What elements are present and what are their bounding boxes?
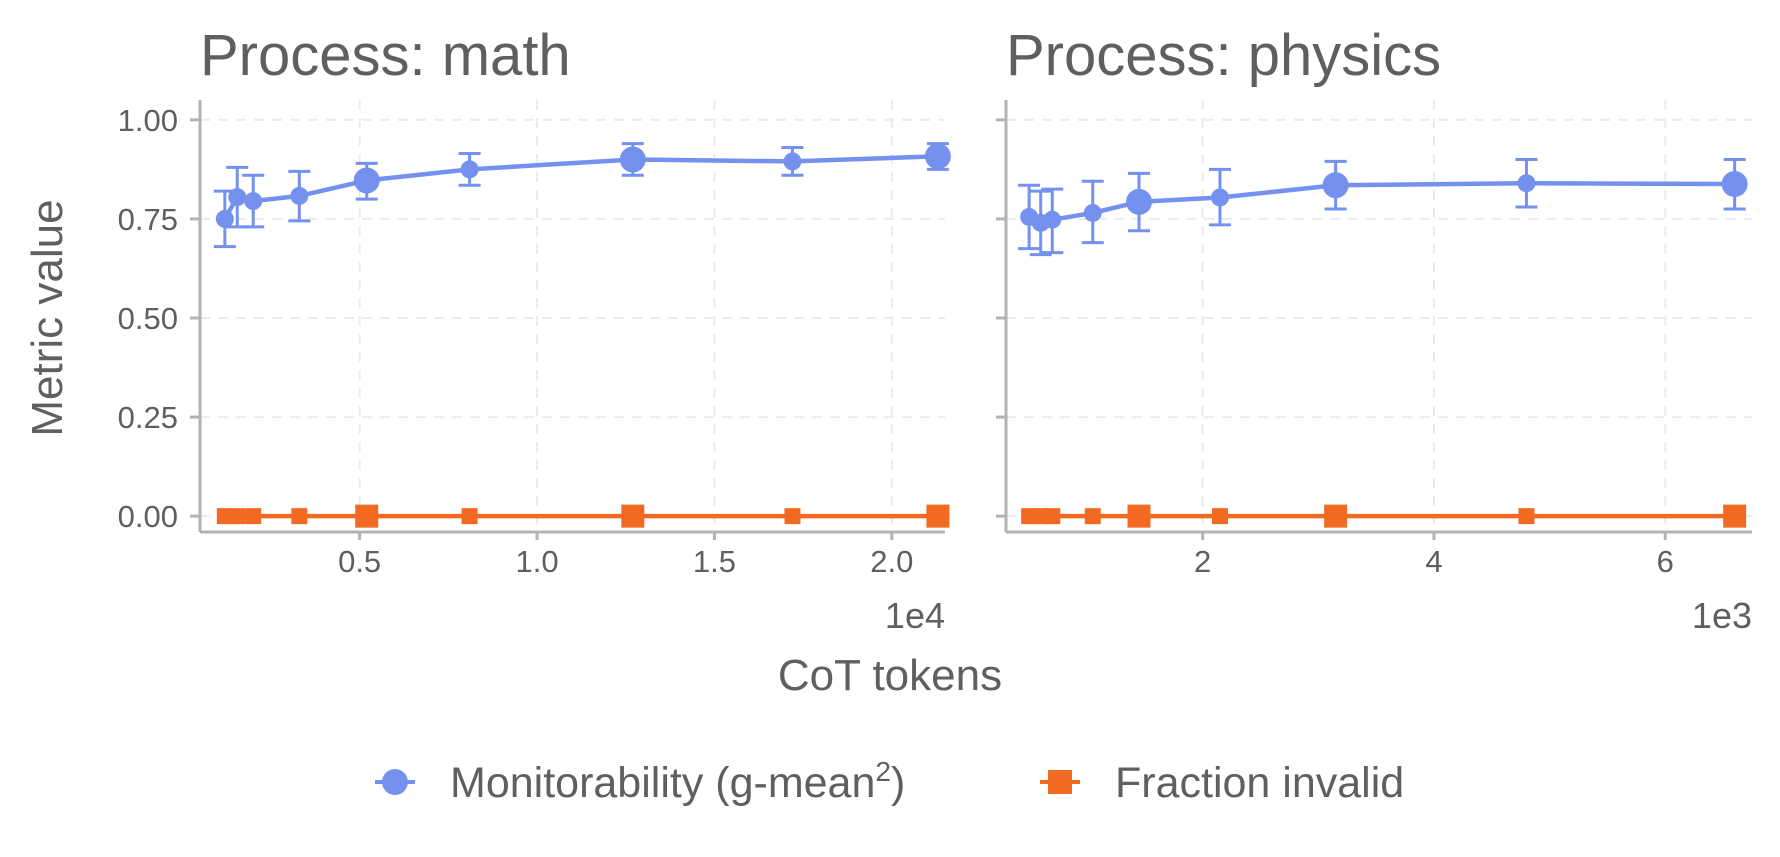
x-tick-label: 2.0	[870, 544, 913, 579]
data-point	[1518, 508, 1535, 525]
data-point	[1043, 210, 1062, 229]
data-point	[1126, 188, 1153, 215]
data-point	[783, 152, 802, 171]
data-point	[784, 508, 801, 525]
y-tick-label: 0.50	[118, 301, 178, 336]
data-point	[924, 143, 951, 170]
data-point	[1084, 508, 1101, 525]
data-point	[216, 508, 233, 525]
y-axis-title: Metric value	[23, 199, 72, 436]
data-point	[228, 188, 247, 207]
data-point	[353, 167, 380, 194]
panel-math: Process: math 0.00 0.25 0.50 0.75 1.00 0.5 1.0 1…	[118, 23, 951, 636]
data-point	[1324, 504, 1348, 528]
data-point	[460, 160, 479, 179]
x-tick-label: 0.5	[338, 544, 381, 579]
x-tick-label: 1.5	[693, 544, 736, 579]
data-point	[1517, 174, 1536, 193]
legend-label-monitorability: Monitorability (g-mean2)	[450, 756, 905, 807]
data-point	[1083, 203, 1102, 222]
x-scale-label: 1e4	[885, 595, 945, 636]
panel-physics: Process: physics 2 4 6 1e3	[996, 23, 1752, 636]
legend: Monitorability (g-mean2) Fraction invali…	[375, 756, 1404, 807]
legend-circle-icon	[382, 769, 408, 795]
data-point	[1044, 508, 1061, 525]
data-point	[290, 186, 309, 205]
y-tick-label: 0.25	[118, 400, 178, 435]
data-point	[215, 209, 234, 228]
data-point	[291, 508, 308, 525]
data-point	[229, 508, 246, 525]
legend-square-icon	[1048, 770, 1072, 794]
x-tick-label: 1.0	[515, 544, 558, 579]
legend-item-monitorability[interactable]: Monitorability (g-mean2)	[375, 756, 905, 807]
series-line	[222, 154, 938, 221]
data-point	[245, 508, 262, 525]
data-point	[1127, 504, 1151, 528]
data-point	[1322, 172, 1349, 199]
legend-item-fraction-invalid[interactable]: Fraction invalid	[1040, 759, 1404, 807]
x-tick-label: 6	[1657, 544, 1674, 579]
data-point	[461, 508, 478, 525]
panel-title: Process: math	[200, 23, 571, 88]
x-tick-label: 2	[1194, 544, 1211, 579]
panel-title: Process: physics	[1006, 23, 1441, 88]
data-point	[1211, 508, 1228, 525]
data-point	[1210, 188, 1229, 207]
data-point	[621, 504, 645, 528]
data-point	[244, 192, 263, 211]
data-point	[1723, 504, 1747, 528]
y-tick-label: 0.00	[118, 499, 178, 534]
legend-label-fraction-invalid: Fraction invalid	[1115, 759, 1404, 807]
data-point	[619, 146, 646, 173]
y-tick-label: 0.75	[118, 202, 178, 237]
y-tick-label: 1.00	[118, 103, 178, 138]
x-tick-label: 4	[1425, 544, 1442, 579]
data-point	[355, 504, 379, 528]
x-axis-title: CoT tokens	[778, 651, 1002, 700]
x-scale-label: 1e3	[1692, 595, 1752, 636]
data-point	[926, 504, 950, 528]
data-point	[1721, 171, 1748, 198]
